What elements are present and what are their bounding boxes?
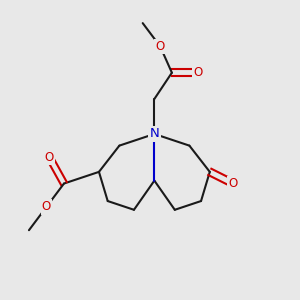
Text: N: N: [149, 128, 159, 140]
Text: O: O: [156, 40, 165, 53]
Text: O: O: [42, 200, 51, 213]
Text: O: O: [45, 151, 54, 164]
Text: O: O: [194, 66, 203, 79]
Text: O: O: [229, 177, 238, 190]
